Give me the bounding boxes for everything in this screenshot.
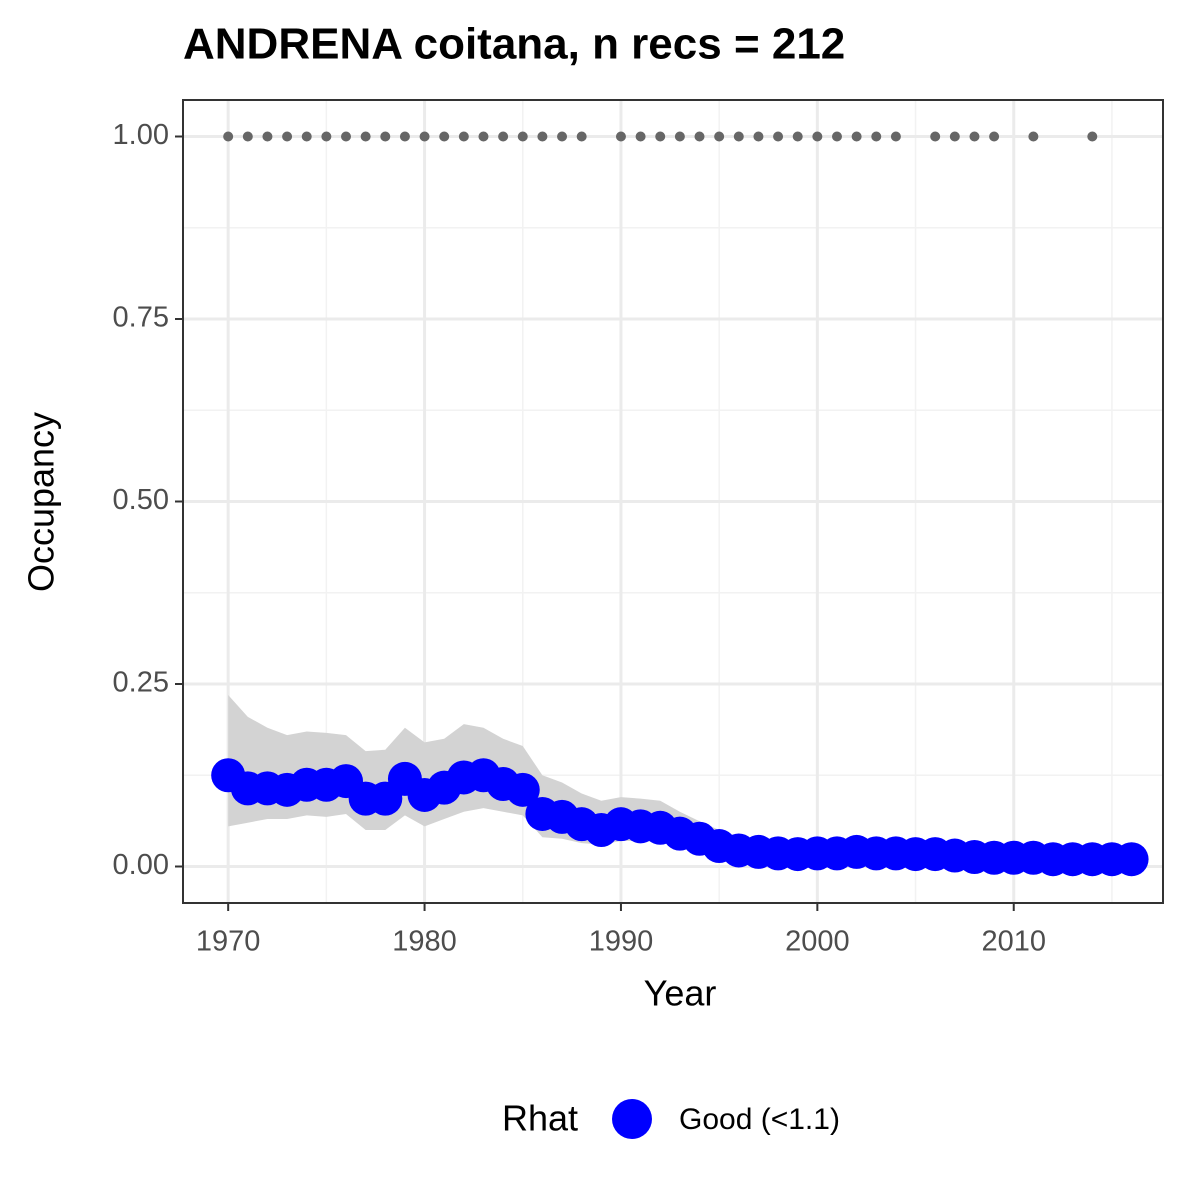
record-dot — [341, 131, 352, 142]
x-tick-label: 1980 — [392, 926, 457, 958]
x-tick-label: 1970 — [196, 926, 261, 958]
y-tick-label: 0.25 — [113, 667, 169, 699]
legend-label: Good (<1.1) — [679, 1103, 840, 1136]
y-tick-label: 0.50 — [113, 484, 169, 516]
legend-key — [612, 1099, 652, 1139]
record-dot — [478, 131, 489, 142]
record-dot — [517, 131, 528, 142]
occupancy-point — [505, 772, 540, 807]
record-dot — [537, 131, 548, 142]
x-tick-label: 2000 — [785, 926, 850, 958]
record-dot — [812, 131, 823, 142]
record-dot — [635, 131, 646, 142]
record-dot — [851, 131, 862, 142]
panel-border — [182, 99, 1164, 904]
record-dot — [223, 131, 234, 142]
record-dot — [282, 131, 293, 142]
y-tick-label: 1.00 — [113, 119, 169, 151]
occupancy-point — [1114, 842, 1149, 877]
record-dot — [419, 131, 430, 142]
record-dot — [949, 131, 960, 142]
record-dot — [714, 131, 725, 142]
record-dot — [694, 131, 705, 142]
record-dot — [242, 131, 253, 142]
record-dot — [321, 131, 332, 142]
record-dot — [360, 131, 371, 142]
record-dot — [498, 131, 509, 142]
record-dot — [831, 131, 842, 142]
record-dot — [301, 131, 312, 142]
record-dot — [989, 131, 1000, 142]
record-dot — [655, 131, 666, 142]
x-tick-label: 1990 — [589, 926, 654, 958]
record-dot — [753, 131, 764, 142]
record-dot — [615, 131, 626, 142]
record-dot — [439, 131, 450, 142]
y-axis-label: Occupancy — [21, 412, 62, 592]
record-dot — [1087, 131, 1098, 142]
record-dot — [576, 131, 587, 142]
record-dot — [1028, 131, 1039, 142]
record-dot — [399, 131, 410, 142]
legend-title: Rhat — [502, 1098, 578, 1139]
y-tick-label: 0.75 — [113, 302, 169, 334]
x-axis-label: Year — [644, 973, 717, 1014]
record-dot — [890, 131, 901, 142]
record-dot — [930, 131, 941, 142]
x-tick-label: 2010 — [981, 926, 1046, 958]
y-tick-label: 0.00 — [113, 849, 169, 881]
confidence-band — [228, 694, 1132, 864]
record-dot — [674, 131, 685, 142]
record-dot — [733, 131, 744, 142]
record-dot — [458, 131, 469, 142]
record-dot — [969, 131, 980, 142]
record-dot — [557, 131, 568, 142]
record-dot — [792, 131, 803, 142]
record-dot — [871, 131, 882, 142]
chart-title: ANDRENA coitana, n recs = 212 — [183, 20, 845, 69]
record-dot — [773, 131, 784, 142]
record-dot — [262, 131, 273, 142]
record-dot — [380, 131, 391, 142]
